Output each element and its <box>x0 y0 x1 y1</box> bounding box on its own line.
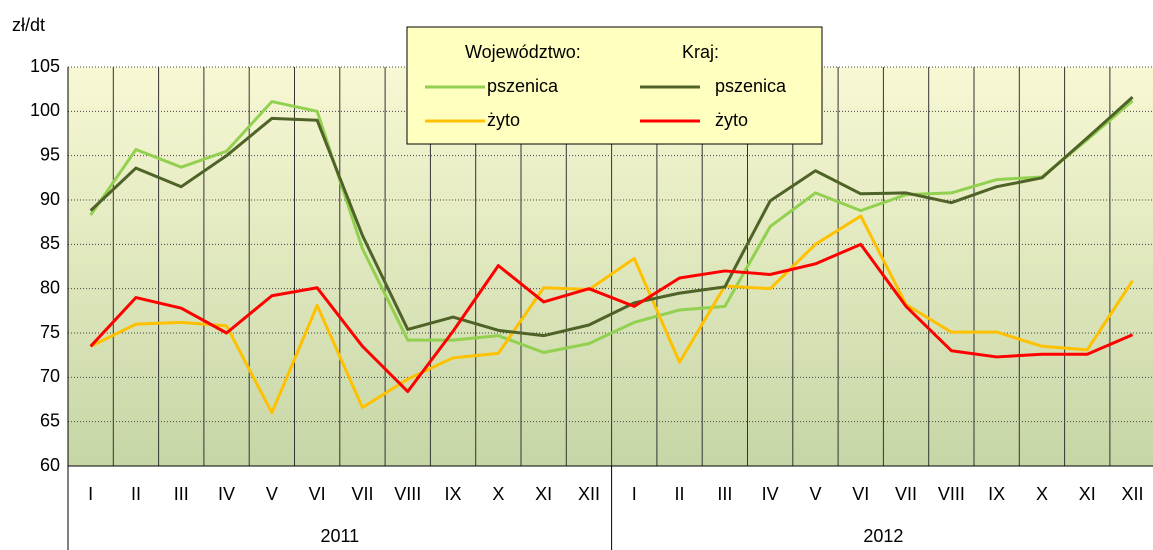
x-tick-label: III <box>174 484 189 504</box>
x-tick-label: VIII <box>394 484 421 504</box>
x-tick-label: XII <box>578 484 600 504</box>
x-tick-label: X <box>492 484 504 504</box>
y-tick-label: 80 <box>40 277 60 297</box>
y-tick-label: 105 <box>30 56 60 76</box>
x-tick-label: IX <box>445 484 462 504</box>
x-tick-label: IV <box>762 484 779 504</box>
x-tick-label: IV <box>218 484 235 504</box>
y-axis-label: zł/dt <box>12 15 45 35</box>
x-tick-label: II <box>675 484 685 504</box>
legend-title: Województwo: <box>465 42 581 62</box>
x-tick-label: X <box>1036 484 1048 504</box>
series-line <box>89 96 1134 338</box>
x-tick-label: V <box>266 484 278 504</box>
group-label: 2011 <box>320 526 359 546</box>
y-tick-label: 90 <box>40 189 60 209</box>
x-tick-label: VI <box>852 484 869 504</box>
y-tick-label: 85 <box>40 233 60 253</box>
group-label: 2012 <box>863 526 903 546</box>
x-tick-label: VII <box>895 484 917 504</box>
legend-label: pszenica <box>487 76 559 96</box>
x-tick-label: VII <box>351 484 373 504</box>
legend-label: żyto <box>715 110 748 130</box>
legend-label: żyto <box>487 110 520 130</box>
y-tick-label: 100 <box>30 100 60 120</box>
series-line <box>89 214 1134 415</box>
x-tick-label: I <box>632 484 637 504</box>
x-tick-label: III <box>717 484 732 504</box>
x-tick-label: II <box>131 484 141 504</box>
series-line <box>89 99 1134 355</box>
y-tick-label: 60 <box>40 455 60 475</box>
x-tick-label: XI <box>1079 484 1096 504</box>
x-tick-label: XI <box>535 484 552 504</box>
series-line <box>89 242 1134 394</box>
legend-label: pszenica <box>715 76 787 96</box>
y-tick-label: 70 <box>40 366 60 386</box>
x-tick-label: VI <box>309 484 326 504</box>
y-tick-label: 95 <box>40 144 60 164</box>
x-tick-label: I <box>88 484 93 504</box>
x-tick-label: V <box>809 484 821 504</box>
x-tick-label: XII <box>1122 484 1144 504</box>
x-tick-label: VIII <box>938 484 965 504</box>
x-tick-label: IX <box>988 484 1005 504</box>
legend-title: Kraj: <box>682 42 719 62</box>
y-tick-label: 65 <box>40 410 60 430</box>
y-tick-label: 75 <box>40 322 60 342</box>
